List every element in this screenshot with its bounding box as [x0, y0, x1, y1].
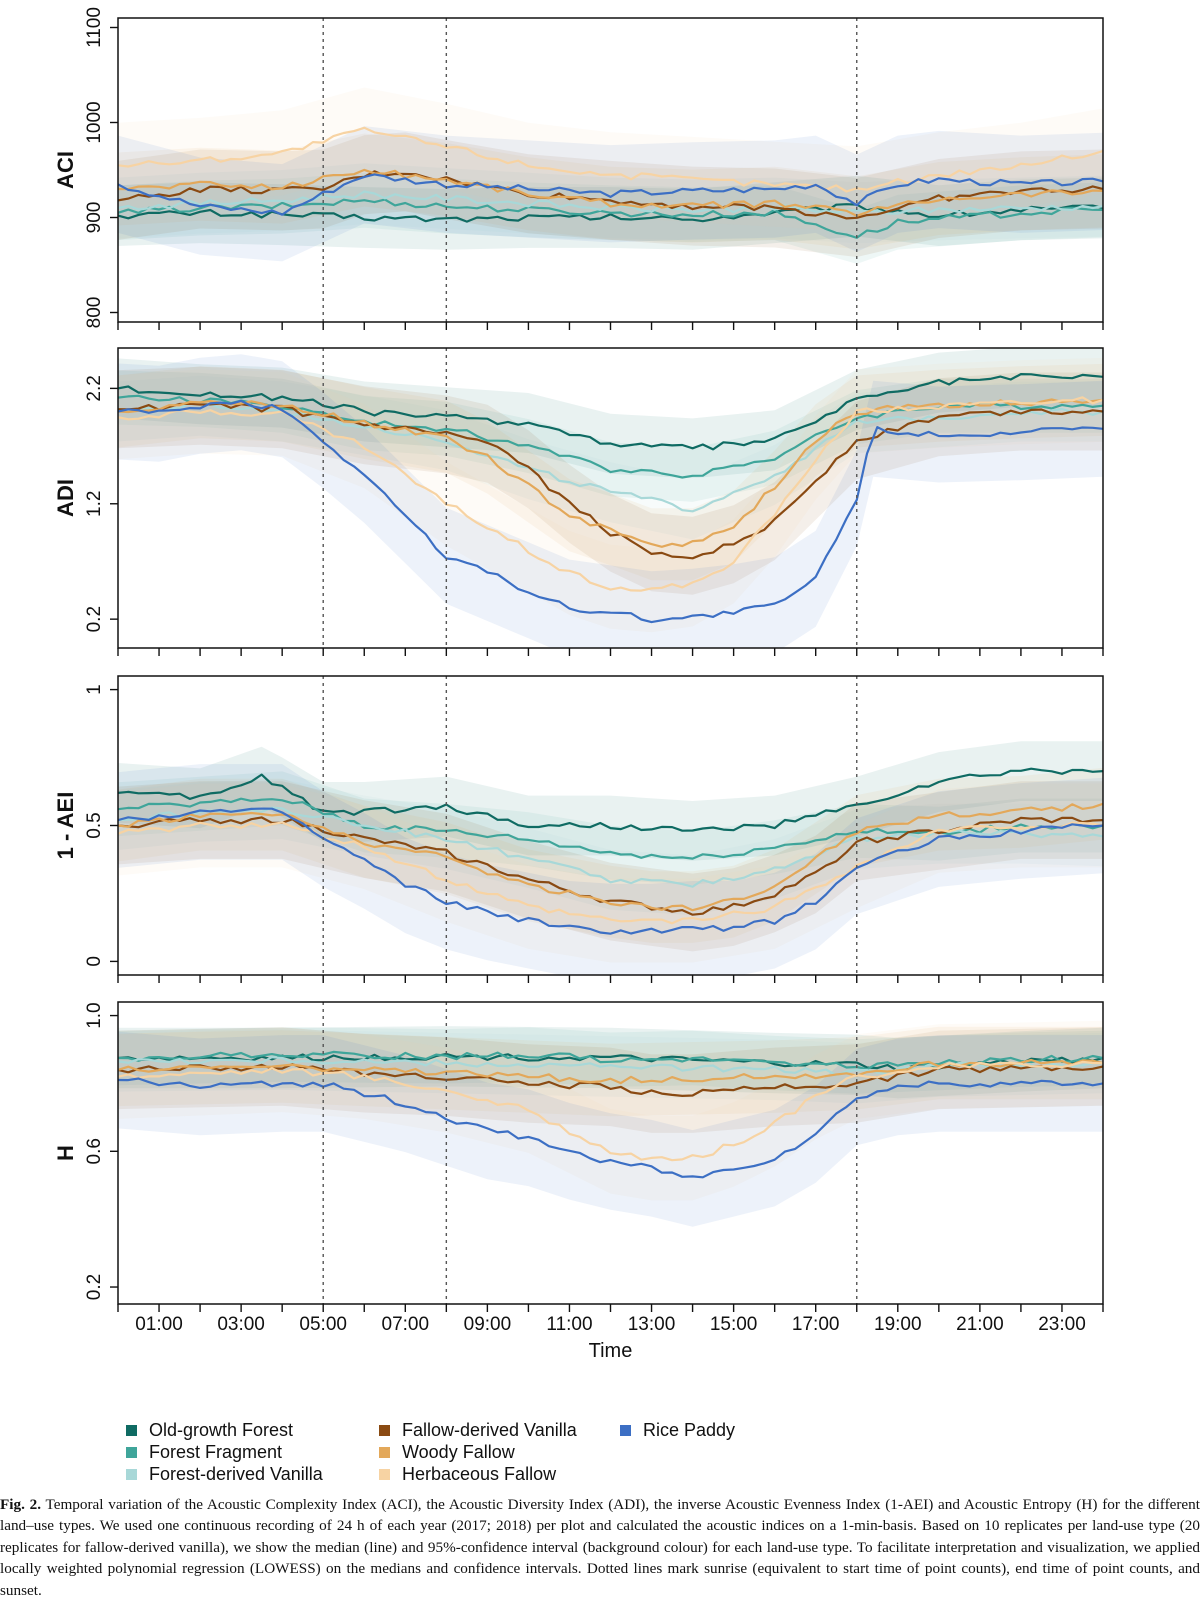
x-tick-label: 11:00 [546, 1314, 592, 1335]
median-lines [118, 767, 1103, 935]
x-tick-label: 09:00 [464, 1314, 512, 1335]
series-line-forest-derived-vanilla [118, 190, 1103, 215]
legend-label: Herbaceous Fallow [402, 1464, 557, 1484]
legend-item-woody-fallow: Woody Fallow [379, 1442, 515, 1463]
y-tick-label: 1.2 [84, 491, 105, 517]
legend-label: Forest-derived Vanilla [149, 1464, 323, 1484]
y-tick-label: 0.5 [84, 812, 105, 838]
series-line-rice-paddy [118, 807, 1103, 935]
x-tick-label: 05:00 [299, 1314, 347, 1335]
series-line-woody-fallow [118, 398, 1103, 548]
x-tick-label: 23:00 [1038, 1314, 1086, 1335]
series-line-rice-paddy [118, 1077, 1103, 1179]
series-line-herbaceous-fallow [118, 1060, 1103, 1162]
y-tick-label: 0.2 [84, 1274, 105, 1300]
legend-swatch-icon [379, 1425, 390, 1436]
band-forest-derived-vanilla [118, 779, 1103, 916]
confidence-bands [118, 1020, 1103, 1227]
y-axis-title: ACI [53, 151, 78, 189]
x-tick-label: 01:00 [135, 1314, 183, 1335]
legend-swatch-icon [126, 1469, 137, 1480]
band-forest-fragment [118, 173, 1103, 264]
panel-aci: 800 900 1000 1100 ACI [53, 7, 1104, 330]
panel-adi: 0.2 1.2 2.2 ADI [53, 347, 1104, 656]
band-fallow-derived-vanilla [118, 366, 1103, 595]
legend-label: Fallow-derived Vanilla [402, 1420, 577, 1440]
legend-label: Rice Paddy [643, 1420, 736, 1440]
series-line-old-growth-forest [118, 767, 1103, 832]
chart-legend: Old-growth Forest Forest Fragment Forest… [126, 1420, 906, 1484]
y-tick-label: 1000 [84, 101, 105, 143]
legend-item-old-growth-forest: Old-growth Forest [126, 1420, 293, 1441]
series-line-woody-fallow [118, 1058, 1103, 1085]
series-line-rice-paddy [118, 173, 1103, 216]
legend-label: Woody Fallow [402, 1442, 515, 1462]
figure-caption: Fig. 2. Temporal variation of the Acoust… [0, 1494, 1200, 1601]
panel-1-aei: 0 0.5 1 1 - AEI [53, 675, 1104, 983]
band-rice-paddy [118, 764, 1103, 975]
legend-swatch-icon [620, 1425, 631, 1436]
legend-item-rice-paddy: Rice Paddy [620, 1420, 735, 1441]
legend-item-forest-derived-vanilla: Forest-derived Vanilla [126, 1464, 323, 1485]
legend-swatch-icon [126, 1447, 137, 1458]
confidence-bands [118, 348, 1103, 648]
series-line-forest-fragment [118, 1050, 1103, 1071]
x-tick-label: 19:00 [874, 1314, 922, 1335]
y-tick-label: 900 [84, 202, 105, 234]
x-axis: 01:00 03:00 05:00 07:00 09:00 11:00 13:00 15:00… [135, 1314, 1086, 1362]
y-tick-label: 0.2 [84, 606, 105, 632]
series-line-woody-fallow [118, 802, 1103, 912]
band-forest-fragment [118, 370, 1103, 502]
y-tick-label: 1 [84, 684, 105, 695]
band-woody-fallow [118, 133, 1103, 250]
y-tick-label: 1100 [84, 7, 105, 48]
x-tick-label: 07:00 [382, 1314, 430, 1335]
legend-item-forest-fragment: Forest Fragment [126, 1442, 282, 1463]
median-lines [118, 126, 1103, 239]
series-line-woody-fallow [118, 168, 1103, 217]
y-tick-label: 0.6 [84, 1138, 105, 1164]
panel-h: 0.2 0.6 1.0 H [53, 1001, 1104, 1312]
x-axis-title: Time [589, 1340, 633, 1362]
legend-swatch-icon [379, 1469, 390, 1480]
acoustic-indices-figure: 800 900 1000 1100 ACI 0.2 1.2 2.2 ADI 0 0.5 1 1 - AE… [53, 7, 1104, 1362]
x-tick-label: 03:00 [217, 1314, 265, 1335]
x-tick-label: 17:00 [792, 1314, 840, 1335]
band-forest-fragment [118, 1027, 1103, 1094]
y-tick-label: 2.2 [84, 375, 105, 401]
band-old-growth-forest [118, 348, 1103, 479]
series-line-herbaceous-fallow [118, 821, 1103, 925]
x-tick-label: 13:00 [628, 1314, 676, 1335]
x-tick-label: 21:00 [956, 1314, 1004, 1335]
legend-label: Forest Fragment [149, 1442, 283, 1462]
series-line-old-growth-forest [118, 373, 1103, 451]
y-axis-title: H [53, 1145, 78, 1161]
legend-item-herbaceous-fallow: Herbaceous Fallow [379, 1464, 556, 1485]
median-lines [118, 373, 1103, 624]
legend-swatch-icon [379, 1447, 390, 1458]
legend-swatch-icon [126, 1425, 137, 1436]
median-lines [118, 1050, 1103, 1179]
band-fallow-derived-vanilla [118, 132, 1103, 257]
y-tick-label: 0 [84, 956, 105, 967]
series-line-forest-fragment [118, 198, 1103, 239]
legend-item-fallow-derived-vanilla: Fallow-derived Vanilla [379, 1420, 577, 1441]
y-axis-title: 1 - AEI [53, 792, 78, 860]
band-forest-derived-vanilla [118, 375, 1103, 540]
confidence-bands [118, 87, 1103, 264]
series-line-rice-paddy [118, 399, 1103, 624]
x-tick-label: 15:00 [710, 1314, 758, 1335]
y-axis-title: ADI [53, 479, 78, 517]
figure-caption-label: Fig. 2. [0, 1496, 42, 1513]
y-tick-label: 1.0 [84, 1002, 105, 1028]
figure-caption-text: Temporal variation of the Acoustic Compl… [0, 1496, 1200, 1599]
band-forest-derived-vanilla [118, 1029, 1103, 1104]
series-line-herbaceous-fallow [118, 126, 1103, 193]
y-tick-label: 800 [84, 297, 105, 329]
legend-label: Old-growth Forest [149, 1420, 294, 1440]
